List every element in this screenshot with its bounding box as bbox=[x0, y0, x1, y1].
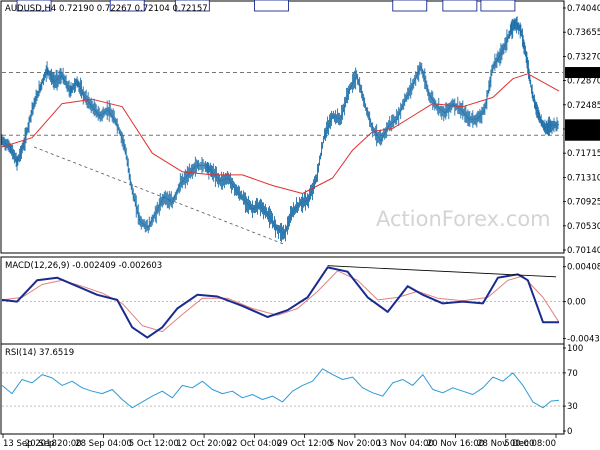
price-annotation-1: 0.70400 bbox=[109, 0, 145, 12]
macd-signal-line bbox=[1, 270, 560, 333]
price-y-tick: 0.70140 bbox=[567, 246, 600, 256]
current-price-tag: 0.72157 bbox=[567, 121, 600, 131]
x-tick-label: 13 Nov 04:00 bbox=[377, 439, 434, 449]
x-tick-label: 12 Oct 20:00 bbox=[176, 439, 231, 449]
annotation-label: 0.73140 bbox=[17, 0, 52, 3]
macd-y-tick: -0.0043 bbox=[567, 334, 600, 344]
level-tag-bg bbox=[565, 67, 600, 79]
price-y-tick: 0.72870 bbox=[567, 77, 600, 87]
annotation-label: 0.73250 bbox=[392, 0, 427, 3]
annotation-box bbox=[109, 0, 145, 12]
macd-trendline bbox=[327, 265, 557, 278]
x-tick-label: 5 Oct 12:00 bbox=[129, 439, 179, 449]
rsi-y-tick: 70 bbox=[567, 369, 578, 379]
price-annotation-4: 0.73250 bbox=[392, 0, 428, 12]
axis-layer: 0.74040 0.73655 0.73270 0.72870 0.72485 0.721… bbox=[2, 4, 600, 449]
level-tag-label: 0.71990 bbox=[567, 131, 600, 141]
annotation-label: 0.70400 bbox=[110, 0, 145, 3]
x-tick-label: 5 Dec 08:00 bbox=[504, 439, 556, 449]
level-tag-bg bbox=[565, 129, 600, 141]
x-tick-label: 22 Oct 04:00 bbox=[227, 439, 282, 449]
rsi-panel-frame bbox=[0, 343, 565, 435]
rsi-label: RSI(14) 37.6519 bbox=[5, 348, 74, 358]
annotation-box bbox=[16, 0, 52, 12]
price-y-tick: 0.73655 bbox=[567, 28, 600, 38]
annotation-box bbox=[480, 0, 516, 12]
moving-average-line bbox=[1, 73, 560, 194]
watermark: ActionForex.com bbox=[376, 207, 551, 231]
price-y-tick: 0.74040 bbox=[567, 4, 600, 14]
rsi-layer bbox=[1, 368, 563, 409]
price-y-tick: 0.71715 bbox=[567, 149, 600, 159]
x-tick-label: 20 Nov 16:00 bbox=[427, 439, 484, 449]
price-panel-frame bbox=[0, 0, 565, 254]
price-annotation-2: 0.71590 bbox=[174, 0, 210, 12]
rsi-y-tick: 0 bbox=[567, 427, 572, 437]
annotation-label: 0.73930 bbox=[480, 0, 515, 3]
x-tick-label: 13 Sep 2018 bbox=[3, 439, 57, 449]
macd-y-tick: 0.00 bbox=[567, 298, 586, 308]
price-annotation-3: 0.70200 bbox=[254, 0, 289, 12]
rsi-y-tick: 30 bbox=[567, 402, 578, 412]
rsi-y-tick: 100 bbox=[567, 344, 583, 354]
annotation-label: 0.70200 bbox=[254, 0, 289, 3]
level-tag-label: 0.73000 bbox=[567, 69, 600, 79]
macd-y-tick: 0.004085 bbox=[567, 263, 600, 273]
price-y-tick: 0.73270 bbox=[567, 52, 600, 62]
price-y-tick: 0.71310 bbox=[567, 173, 600, 183]
macd-layer bbox=[1, 265, 563, 339]
price-trendline bbox=[33, 146, 285, 245]
macd-panel-frame bbox=[0, 256, 565, 345]
x-tick-label: 5 Nov 20:00 bbox=[329, 439, 381, 449]
annotation-box bbox=[392, 0, 428, 12]
price-annotation-5: 0.71990 bbox=[442, 0, 478, 12]
price-annotation-0: 0.73140 bbox=[16, 0, 52, 12]
x-tick-label: 29 Oct 12:00 bbox=[277, 439, 332, 449]
price-annotation-6: 0.73930 bbox=[480, 0, 516, 12]
annotation-label: 0.71990 bbox=[442, 0, 477, 3]
macd-label: MACD(12,26,9) -0.002409 -0.002603 bbox=[5, 261, 162, 271]
rsi-line bbox=[1, 368, 560, 409]
price-y-tick: 0.72485 bbox=[567, 101, 600, 111]
annotation-box bbox=[442, 0, 478, 12]
x-tick-label: 20 Sep 20:00 bbox=[25, 439, 82, 449]
x-tick-label: 28 Nov 00:00 bbox=[477, 439, 534, 449]
current-price-tag-bg bbox=[565, 119, 600, 131]
price-layer: 0.73140 0.70400 0.71590 0.70200 0.73250 0.719… bbox=[1, 0, 563, 245]
macd-line bbox=[1, 266, 559, 339]
price-y-tick: 0.70530 bbox=[567, 222, 600, 232]
symbol-label: AUDUSD,H4 0.72190 0.72267 0.72104 0.7215… bbox=[5, 4, 208, 14]
x-tick-label: 28 Sep 04:00 bbox=[75, 439, 132, 449]
price-y-tick: 0.70925 bbox=[567, 198, 600, 208]
annotation-label: 0.71590 bbox=[175, 0, 210, 3]
annotation-box bbox=[254, 0, 289, 12]
annotation-box bbox=[174, 0, 210, 12]
price-line bbox=[1, 22, 560, 235]
